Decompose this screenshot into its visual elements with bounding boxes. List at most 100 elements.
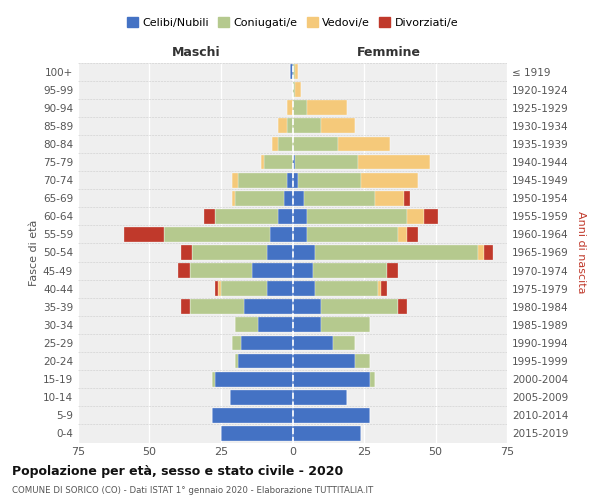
Bar: [204, 209, 215, 224]
Bar: [332, 336, 355, 350]
Bar: [212, 408, 293, 423]
Legend: Celibi/Nubili, Coniugati/e, Vedovi/e, Divorziati/e: Celibi/Nubili, Coniugati/e, Vedovi/e, Di…: [122, 13, 463, 32]
Text: Femmine: Femmine: [357, 46, 421, 59]
Bar: [293, 118, 321, 134]
Bar: [261, 154, 264, 170]
Bar: [293, 245, 316, 260]
Bar: [287, 100, 293, 115]
Bar: [215, 209, 278, 224]
Bar: [355, 354, 370, 368]
Bar: [293, 300, 321, 314]
Bar: [293, 154, 295, 170]
Bar: [164, 227, 269, 242]
Bar: [284, 191, 293, 206]
Bar: [287, 172, 293, 188]
Bar: [307, 209, 407, 224]
Bar: [278, 209, 293, 224]
Bar: [381, 282, 387, 296]
Bar: [244, 300, 293, 314]
Bar: [293, 263, 313, 278]
Bar: [190, 263, 253, 278]
Bar: [321, 300, 398, 314]
Text: COMUNE DI SORICO (CO) - Dati ISTAT 1° gennaio 2020 - Elaborazione TUTTITALIA.IT: COMUNE DI SORICO (CO) - Dati ISTAT 1° ge…: [12, 486, 373, 495]
Bar: [295, 82, 301, 97]
Bar: [293, 408, 370, 423]
Bar: [235, 318, 258, 332]
Bar: [181, 245, 193, 260]
Bar: [267, 245, 293, 260]
Bar: [293, 172, 298, 188]
Bar: [124, 227, 164, 242]
Bar: [190, 300, 244, 314]
Bar: [293, 227, 307, 242]
Bar: [215, 282, 218, 296]
Bar: [181, 300, 190, 314]
Bar: [293, 354, 355, 368]
Bar: [272, 136, 278, 152]
Bar: [267, 282, 293, 296]
Bar: [404, 191, 410, 206]
Bar: [484, 245, 493, 260]
Y-axis label: Anni di nascita: Anni di nascita: [575, 211, 586, 294]
Bar: [238, 172, 287, 188]
Bar: [370, 372, 376, 386]
Bar: [424, 209, 439, 224]
Bar: [253, 263, 293, 278]
Bar: [478, 245, 484, 260]
Bar: [295, 154, 358, 170]
Bar: [293, 372, 370, 386]
Bar: [307, 100, 347, 115]
Bar: [238, 354, 293, 368]
Text: Maschi: Maschi: [172, 46, 220, 59]
Bar: [215, 372, 293, 386]
Bar: [398, 227, 407, 242]
Bar: [313, 263, 387, 278]
Bar: [293, 282, 316, 296]
Bar: [258, 318, 293, 332]
Bar: [358, 154, 430, 170]
Bar: [235, 354, 238, 368]
Bar: [398, 300, 407, 314]
Bar: [293, 318, 321, 332]
Bar: [230, 390, 293, 404]
Bar: [316, 282, 379, 296]
Bar: [361, 172, 418, 188]
Bar: [293, 64, 295, 79]
Bar: [287, 118, 293, 134]
Bar: [290, 64, 293, 79]
Bar: [212, 372, 215, 386]
Bar: [293, 100, 307, 115]
Bar: [264, 154, 293, 170]
Bar: [178, 263, 190, 278]
Bar: [232, 336, 241, 350]
Bar: [278, 118, 287, 134]
Bar: [407, 227, 418, 242]
Bar: [338, 136, 390, 152]
Y-axis label: Fasce di età: Fasce di età: [29, 220, 39, 286]
Bar: [293, 191, 304, 206]
Bar: [316, 245, 478, 260]
Bar: [387, 263, 398, 278]
Bar: [293, 426, 361, 441]
Bar: [293, 336, 332, 350]
Bar: [321, 318, 370, 332]
Text: Popolazione per età, sesso e stato civile - 2020: Popolazione per età, sesso e stato civil…: [12, 464, 343, 477]
Bar: [293, 136, 338, 152]
Bar: [193, 245, 267, 260]
Bar: [298, 172, 361, 188]
Bar: [293, 209, 307, 224]
Bar: [304, 191, 376, 206]
Bar: [241, 336, 293, 350]
Bar: [407, 209, 424, 224]
Bar: [293, 390, 347, 404]
Bar: [379, 282, 381, 296]
Bar: [235, 191, 284, 206]
Bar: [307, 227, 398, 242]
Bar: [295, 64, 298, 79]
Bar: [232, 172, 238, 188]
Bar: [293, 82, 295, 97]
Bar: [218, 282, 221, 296]
Bar: [232, 191, 235, 206]
Bar: [221, 282, 267, 296]
Bar: [376, 191, 404, 206]
